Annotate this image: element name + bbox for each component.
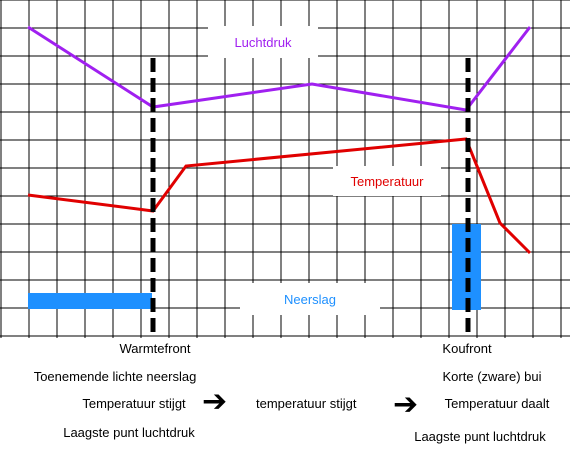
precipitation-bar-warm [28,293,152,309]
warm-note-pressure: Laagste punt luchtdruk [63,425,195,440]
middle-note-temperature: temperatuur stijgt [256,396,357,411]
pressure-line [27,25,532,112]
precipitation-label: Neerslag [284,292,336,307]
temperature-label: Temperatuur [351,174,425,189]
pressure-label: Luchtdruk [234,35,292,50]
warm-front-label: Warmtefront [119,341,191,356]
cold-note-pressure: Laagste punt luchtdruk [414,429,546,444]
temperature-line [27,137,532,255]
cold-front-label: Koufront [442,341,492,356]
cold-note-shower: Korte (zware) bui [442,369,542,384]
pressure-label-box [208,26,318,58]
precipitation-label-box [240,283,380,315]
warm-note-temperature: Temperatuur stijgt [82,396,186,411]
right-arrow-icon: ➔ [202,385,228,418]
right-arrow-icon: ➔ [393,388,419,421]
temperature-label-box [333,166,441,196]
warm-note-precipitation: Toenemende lichte neerslag [33,369,197,384]
cold-note-temperature: Temperatuur daalt [444,396,550,411]
